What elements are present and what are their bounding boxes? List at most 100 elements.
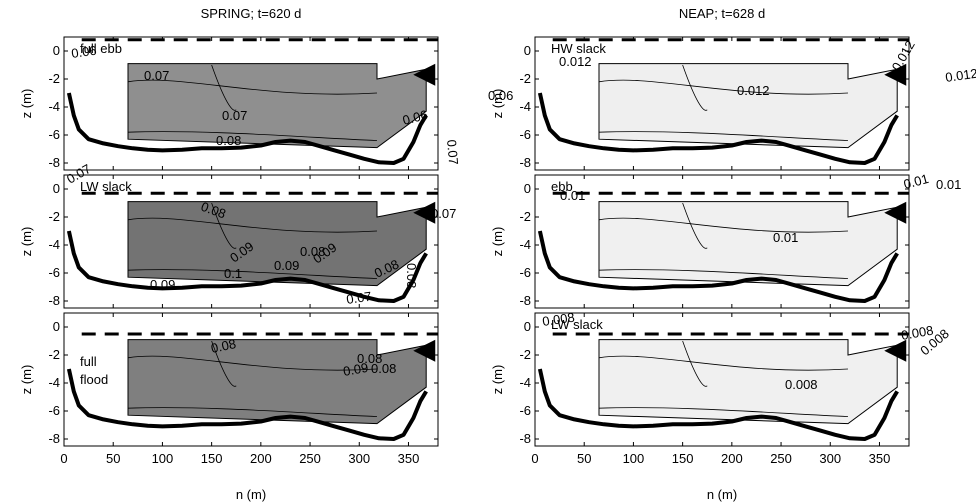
panel-frame [63, 312, 439, 447]
panel-frame [534, 174, 910, 309]
x-tick-label: 250 [770, 451, 792, 466]
contour-line [598, 407, 848, 417]
panel-label: ebb [551, 179, 573, 194]
contour-label: 0.08 [404, 263, 419, 288]
x-tick-label: 150 [201, 451, 223, 466]
panel-label: flood [80, 372, 108, 387]
y-tick-label: -4 [48, 237, 60, 252]
y-tick-label: -6 [519, 127, 531, 142]
y-tick-label: -4 [48, 99, 60, 114]
y-tick-label: -6 [48, 127, 60, 142]
x-tick-label: 50 [106, 451, 120, 466]
contour-label: 0.012 [889, 38, 918, 74]
contour-line [127, 79, 378, 95]
panel-content [66, 38, 438, 165]
panel-content [537, 38, 909, 165]
y-tick-label: -2 [48, 209, 60, 224]
y-tick-label: -6 [48, 403, 60, 418]
y-tick-label: -6 [48, 265, 60, 280]
y-tick-label: -2 [519, 209, 531, 224]
contour-label: 0.008 [900, 323, 935, 343]
y-tick-label: -8 [519, 155, 531, 170]
contour-line [598, 79, 849, 95]
y-axis-label: z (m) [490, 227, 505, 257]
contour-label: 0.08 [357, 351, 382, 366]
panel-label: full ebb [80, 41, 122, 56]
x-tick-label: 350 [869, 451, 891, 466]
x-tick-label: 250 [299, 451, 321, 466]
contour-label: 0.07 [431, 206, 456, 221]
contour-label: 0.08 [300, 244, 325, 259]
y-tick-label: -8 [519, 431, 531, 446]
panel-frame [534, 312, 910, 447]
x-tick-label: 50 [577, 451, 591, 466]
panel-label: LW slack [80, 179, 132, 194]
y-tick-label: -8 [48, 431, 60, 446]
panel-frame [63, 174, 439, 309]
contour-label: 0.07 [345, 289, 372, 307]
y-tick-label: -2 [48, 347, 60, 362]
contour-line [211, 340, 237, 387]
y-axis-label: z (m) [19, 227, 34, 257]
contour-label: 0.01 [560, 188, 585, 203]
y-tick-label: -4 [519, 237, 531, 252]
contour-label: 0.07 [444, 139, 461, 166]
contour-label: 0.008 [541, 310, 575, 329]
y-tick-label: -6 [519, 265, 531, 280]
x-axis-label: n (m) [707, 487, 737, 502]
contour-label: 0.008 [785, 377, 818, 392]
contour-label: 0.06 [70, 43, 97, 61]
x-tick-label: 100 [152, 451, 174, 466]
contour-label: 0.1 [224, 266, 242, 281]
contour-line [598, 131, 848, 141]
y-tick-label: -8 [48, 293, 60, 308]
contour-line [127, 217, 378, 233]
panel-content [537, 332, 909, 441]
y-tick-label: -6 [519, 403, 531, 418]
contour-line [127, 407, 377, 417]
contour-label: 0.01 [902, 171, 930, 192]
bed-profile [66, 230, 428, 303]
column-title: NEAP; t=628 d [679, 6, 765, 21]
contour-line [127, 269, 377, 279]
contour-line [682, 340, 708, 387]
y-axis-label: z (m) [19, 365, 34, 395]
bed-profile [537, 368, 899, 441]
x-tick-label: 0 [531, 451, 538, 466]
x-axis-label: n (m) [236, 487, 266, 502]
contour-label: 0.08 [210, 336, 238, 356]
column-title: SPRING; t=620 d [201, 6, 302, 21]
y-tick-label: -4 [519, 375, 531, 390]
data-region [127, 63, 427, 149]
y-tick-label: -8 [48, 155, 60, 170]
x-tick-label: 350 [398, 451, 420, 466]
bed-profile [66, 92, 428, 165]
y-axis-label: z (m) [19, 89, 34, 119]
y-axis-label: z (m) [490, 89, 505, 119]
y-tick-label: -4 [519, 99, 531, 114]
contour-line [127, 355, 378, 371]
marker-triangle [884, 339, 907, 362]
y-tick-label: -2 [48, 71, 60, 86]
contour-label: 0.01 [936, 177, 961, 192]
data-region [127, 339, 427, 425]
panel-label: LW slack [551, 317, 603, 332]
y-tick-label: 0 [524, 319, 531, 334]
y-tick-label: 0 [53, 319, 60, 334]
contour-label: 0.01 [773, 230, 798, 245]
y-tick-label: 0 [524, 181, 531, 196]
panel: fullfloodfull flood0.080.080.090.080-2-4… [19, 312, 439, 466]
marker-triangle [884, 63, 907, 86]
contour-label: 0.09 [342, 360, 370, 379]
bed-profile [66, 368, 428, 441]
marker-triangle [413, 63, 436, 86]
contour-line [211, 202, 237, 249]
panel-frame [534, 36, 910, 171]
y-tick-label: 0 [53, 43, 60, 58]
contour-label: 0.09 [150, 277, 175, 292]
panel-label: HW slack [551, 41, 606, 56]
